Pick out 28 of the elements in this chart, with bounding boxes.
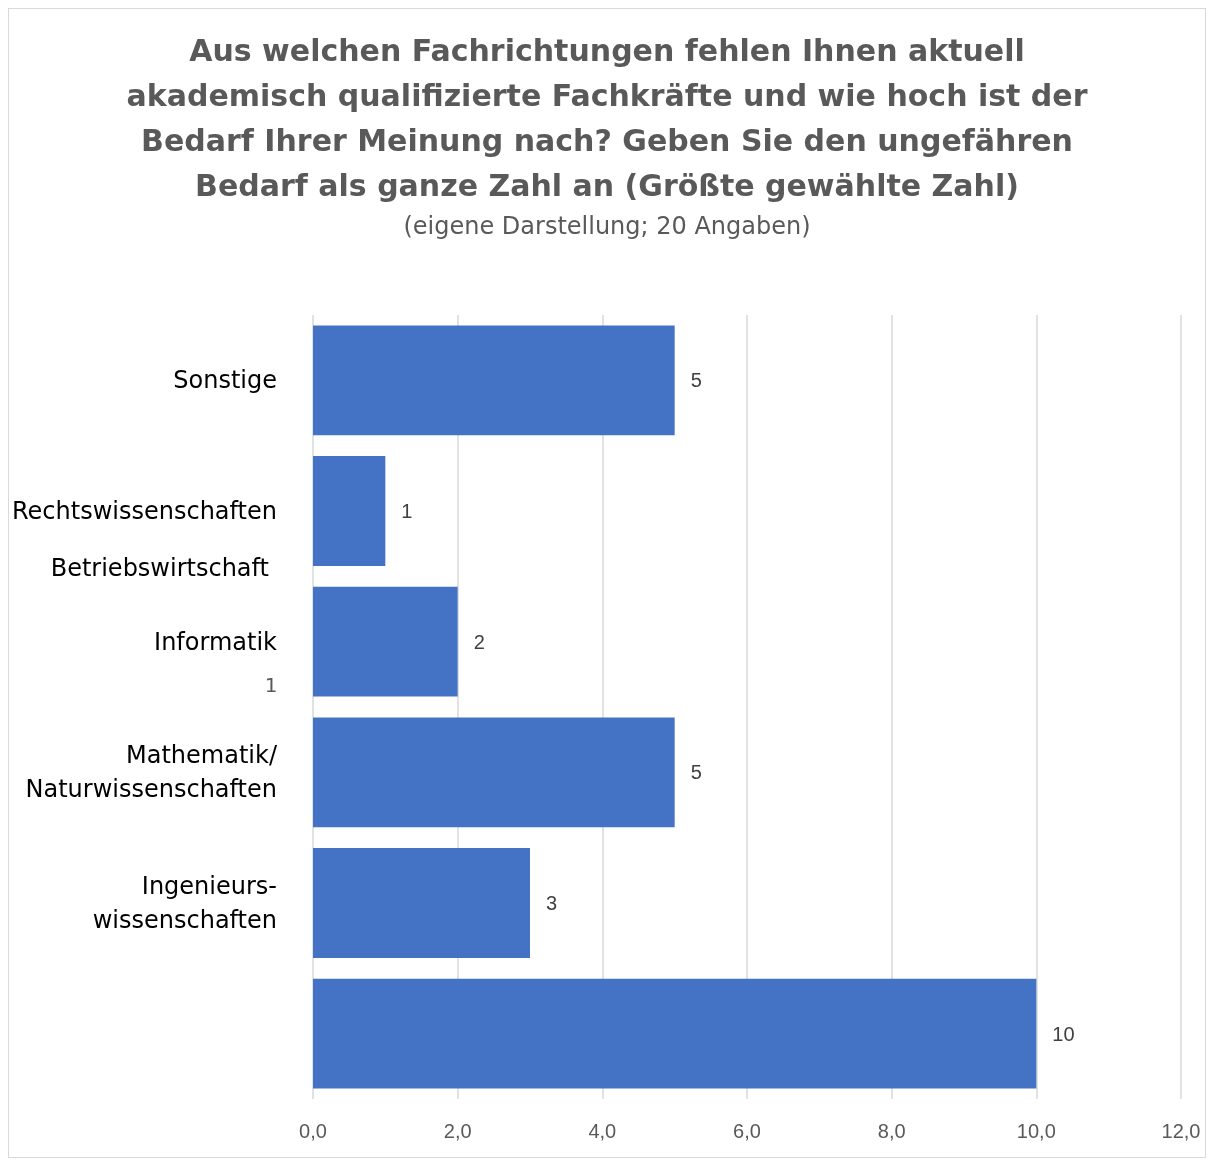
y-tick-label: Ingenieurs- wissenschaften xyxy=(92,872,277,934)
data-label: 1 xyxy=(401,500,413,522)
bar xyxy=(313,456,386,566)
bar xyxy=(313,848,530,958)
y-tick-label: Sonstige xyxy=(173,366,277,395)
data-label: 5 xyxy=(690,761,702,784)
text: Betriebswirtschaft xyxy=(50,554,269,583)
x-tick-label: 8,0 xyxy=(877,1120,906,1142)
chart-title: Aus welchen Fachrichtungen fehlen Ihnen aktuell akademisch qualifizierte Fachkräfte und wie hoch ist der Bedarf Ihrer Meinung nach? Geben Sie den ungefähren Bedarf als ganze Zahl an (Größte gewählte Zahl) xyxy=(126,33,1088,203)
x-tick-label: 6,0 xyxy=(733,1120,761,1142)
y-tick-label: Mathematik/ Naturwissenschaften xyxy=(25,741,278,804)
bar xyxy=(313,978,1037,1089)
bar xyxy=(313,717,675,828)
y-tick-label: Informatik xyxy=(154,627,278,656)
x-tick-label: 2,0 xyxy=(443,1120,472,1142)
data-label: 10 xyxy=(1052,1022,1075,1045)
x-tick-label: 12,0 xyxy=(1161,1120,1201,1142)
text: 1 xyxy=(264,673,278,697)
x-tick-label: 0,0 xyxy=(299,1120,327,1142)
bar xyxy=(313,325,675,436)
data-label: 3 xyxy=(546,892,558,914)
x-tick-label: 4,0 xyxy=(588,1120,617,1142)
data-label: 2 xyxy=(473,630,485,653)
chart-subtitle: (eigene Darstellung; 20 Angaben) xyxy=(403,212,811,240)
data-label: 5 xyxy=(690,369,702,392)
bar xyxy=(313,586,458,697)
y-tick-label: Rechtswissenschaften xyxy=(12,497,277,525)
x-tick-label: 10,0 xyxy=(1016,1120,1056,1142)
